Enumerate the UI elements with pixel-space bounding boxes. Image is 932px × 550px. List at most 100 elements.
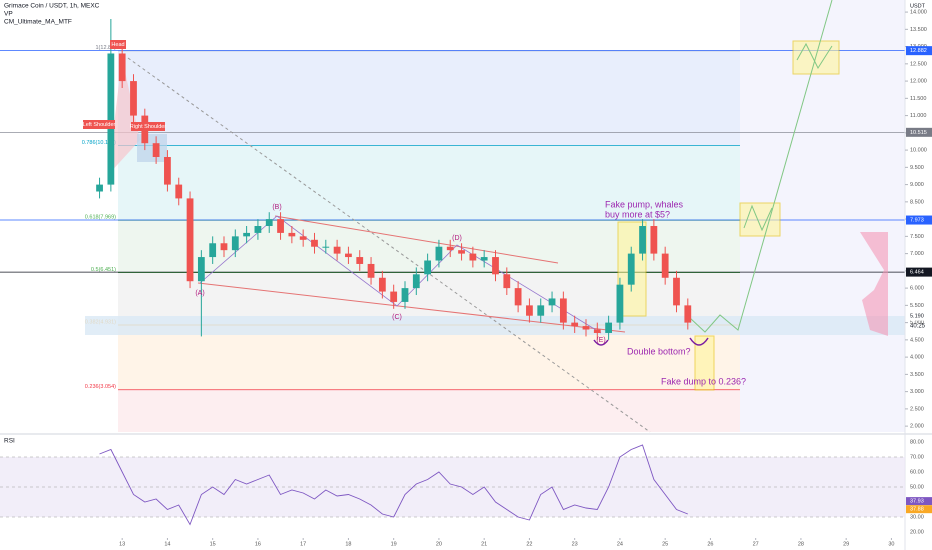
label-box (131, 122, 165, 131)
fib-label: 0.5(6.451) (91, 267, 116, 273)
candle-body (277, 219, 284, 233)
candle-body (526, 305, 533, 316)
y-tick-label: 5.000 (910, 320, 924, 326)
level-badge (906, 127, 932, 137)
x-tick-label: 30 (888, 541, 894, 547)
candle-body (639, 226, 646, 254)
countdown: 40:25 (910, 324, 926, 330)
volume-profile (860, 232, 888, 336)
wave-label: (E) (596, 337, 605, 344)
triangle-line (197, 282, 626, 333)
wave-label: (B) (272, 204, 281, 211)
candle-body (265, 219, 273, 227)
candle-body (661, 253, 669, 278)
level-label: 12.882 (910, 48, 927, 54)
rsi-tick-label: 80.00 (910, 439, 924, 445)
rsi-tick-label: 60.00 (910, 469, 924, 475)
candle-body (503, 274, 511, 289)
y-tick-label: 14.000 (910, 10, 927, 16)
y-tick-label: 8.500 (910, 199, 924, 205)
projection (743, 204, 773, 232)
candle-body (480, 257, 488, 261)
x-tick-label: 22 (526, 541, 532, 547)
candle-body (299, 236, 307, 240)
level-badge (906, 215, 932, 225)
rsi-badge (906, 497, 932, 506)
rsi-tick-label: 20.00 (910, 529, 924, 535)
candle-body (684, 305, 692, 323)
candle-body (401, 288, 409, 302)
label-box (83, 120, 115, 129)
fib-zone (118, 325, 740, 390)
x-tick-label: 18 (345, 541, 351, 547)
candle-body (537, 305, 545, 316)
candle-body (243, 232, 251, 237)
y-tick-label: 4.000 (910, 355, 924, 361)
projection (689, 0, 833, 333)
candle-body (288, 232, 296, 237)
candle-body (412, 274, 420, 289)
projection (796, 42, 833, 70)
candle-body (367, 263, 375, 278)
x-tick-label: 14 (164, 541, 170, 547)
rsi-tick-label: 50.00 (910, 484, 924, 490)
candle-body (118, 53, 126, 82)
rsi-title: RSI (4, 438, 15, 445)
fib-label: 0.786(10.130) (82, 140, 116, 146)
x-tick-label: 15 (210, 541, 216, 547)
y-tick-label: 11.000 (910, 113, 926, 119)
x-tick-label: 17 (300, 541, 306, 547)
y-tick-label: 4.500 (910, 337, 924, 343)
candle-body (231, 236, 239, 251)
trend-dashed (127, 57, 651, 433)
x-tick-label: 26 (707, 541, 713, 547)
candle-body (197, 257, 205, 282)
level-label: 10.515 (910, 130, 927, 136)
rsi-tick-label: 70.00 (910, 454, 924, 460)
candle-body (616, 284, 624, 323)
x-tick-label: 27 (753, 541, 759, 547)
y-tick-label: 2.500 (910, 406, 924, 412)
rsi-pane: 80.0070.0060.0050.0040.0030.0020.0037.93… (0, 439, 932, 535)
wave-label: (C) (392, 314, 402, 321)
y-tick-label: 7.500 (910, 234, 924, 240)
annotation: Double bottom? (627, 346, 691, 356)
rsi-line (99, 444, 688, 526)
candle-body (571, 322, 579, 327)
fib-label: 1(12.88) (96, 45, 117, 51)
candle-body (96, 184, 103, 192)
support-zone (85, 316, 905, 335)
candle-body (378, 277, 386, 292)
x-tick-label: 19 (391, 541, 397, 547)
y-tick-label: 2.000 (910, 424, 924, 430)
candle-body (175, 184, 183, 199)
candle-body (390, 291, 398, 302)
shoulder-label: Left Shoulder (83, 122, 116, 128)
candle-body (435, 246, 443, 261)
fib-label: 0.236(3.054) (85, 384, 116, 390)
x-tick-label: 20 (436, 541, 442, 547)
box (739, 202, 781, 237)
triangle-line (274, 215, 559, 264)
candle-body (492, 257, 499, 275)
candle-body (673, 277, 680, 306)
indicator: CM_Ultimate_MA_MTF (4, 19, 72, 26)
y-tick-label: 12.500 (910, 61, 927, 67)
candle-body (254, 226, 262, 233)
x-tick-label: 25 (662, 541, 668, 547)
x-tick-label: 28 (798, 541, 804, 547)
rsi-value: 37.93 (910, 499, 924, 505)
annotation: Fake pump, whales (605, 199, 684, 209)
rsi-value: 37.88 (910, 507, 924, 513)
candle-body (605, 322, 613, 333)
x-tick-label: 13 (119, 541, 125, 547)
x-tick-label: 16 (255, 541, 261, 547)
rsi-tick-label: 30.00 (910, 514, 924, 520)
level-badge (906, 311, 932, 321)
candle-body (514, 288, 522, 306)
y-tick-label: 7.000 (910, 251, 924, 257)
annotation: Fake dump to 0.236? (661, 376, 746, 386)
y-tick-label: 13.500 (910, 27, 927, 33)
y-tick-label: 12.000 (910, 79, 927, 85)
head-label: Head (111, 42, 124, 48)
